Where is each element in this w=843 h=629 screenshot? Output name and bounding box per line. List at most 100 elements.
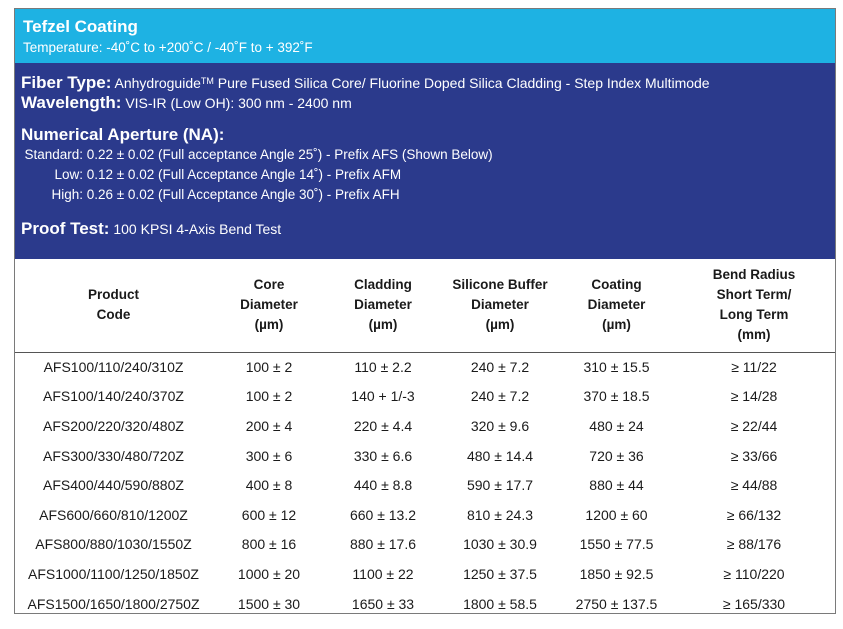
header-coating-diameter-line: Coating xyxy=(591,277,642,293)
cell-core-diameter: 300 ± 6 xyxy=(245,447,293,464)
fiber-specs: Fiber Type: AnhydroguideTM Pure Fused Si… xyxy=(15,63,835,259)
header-product-code: Product Code xyxy=(15,259,212,353)
proof-test-label: Proof Test: xyxy=(21,219,110,238)
fiber-type-label: Fiber Type: xyxy=(21,73,112,92)
cell-buffer-diameter: 1800 ± 58.5 xyxy=(463,595,537,612)
wavelength-label: Wavelength: xyxy=(21,93,122,112)
fiber-spec-table: Product Code Core Diameter (µm) Cladding Diame… xyxy=(15,259,835,618)
cell-core-diameter: 200 ± 4 xyxy=(245,417,293,434)
cell-bend-radius: ≥ 22/44 xyxy=(730,417,778,434)
cell-bend-radius: ≥ 88/176 xyxy=(726,536,782,553)
na-high-value: 0.26 ± 0.02 (Full Acceptance Angle 30˚) … xyxy=(83,187,400,202)
na-standard: Standard: 0.22 ± 0.02 (Full acceptance A… xyxy=(21,145,829,165)
cell-buffer-diameter: 590 ± 17.7 xyxy=(466,477,534,494)
header-cladding-diameter: Cladding Diameter (µm) xyxy=(326,259,440,353)
cell-buffer-diameter: 320 ± 9.6 xyxy=(470,417,530,434)
cell-buffer-diameter: 480 ± 14.4 xyxy=(466,447,534,464)
cell-bend-radius: ≥ 33/66 xyxy=(730,447,778,464)
cell-cladding-diameter: 440 ± 8.8 xyxy=(353,477,413,494)
cell-coating-diameter: 1850 ± 92.5 xyxy=(579,565,654,582)
cell-coating-diameter: 1550 ± 77.5 xyxy=(579,536,654,553)
cell-cladding-diameter: 660 ± 13.2 xyxy=(349,506,417,523)
cell-cladding-diameter: 110 ± 2.2 xyxy=(354,359,412,376)
wavelength-value: VIS-IR (Low OH): 300 nm - 2400 nm xyxy=(121,95,352,111)
wavelength: Wavelength: VIS-IR (Low OH): 300 nm - 24… xyxy=(21,93,829,113)
table-row: AFS800/880/1030/1550Z 800 ± 16 880 ± 17.6 1… xyxy=(15,530,835,560)
cell-product-code: AFS600/660/810/1200Z xyxy=(39,506,188,523)
cell-coating-diameter: 310 ± 15.5 xyxy=(583,359,650,376)
cell-product-code: AFS200/220/320/480Z xyxy=(43,417,184,434)
header-bend-radius-line: Long Term xyxy=(719,307,789,323)
header-coating-diameter-line: Diameter xyxy=(587,297,646,313)
cell-core-diameter: 100 ± 2 xyxy=(245,359,293,376)
table-row: AFS200/220/320/480Z 200 ± 4 220 ± 4.4 320 ±… xyxy=(15,411,835,441)
header-bend-radius-line: (mm) xyxy=(737,327,771,343)
header-buffer-diameter-line: (µm) xyxy=(485,317,515,333)
table-row: AFS400/440/590/880Z 400 ± 8 440 ± 8.8 590 ±… xyxy=(15,470,835,500)
cell-bend-radius: ≥ 165/330 xyxy=(722,595,786,612)
fiber-type-value: Pure Fused Silica Core/ Fluorine Doped S… xyxy=(213,75,710,91)
cell-product-code: AFS1000/1100/1250/1850Z xyxy=(28,565,199,582)
proof-test-value: 100 KPSI 4-Axis Bend Test xyxy=(109,221,282,237)
header-buffer-diameter-line: Silicone Buffer xyxy=(452,277,548,293)
cell-buffer-diameter: 1250 ± 37.5 xyxy=(463,565,537,582)
cell-bend-radius: ≥ 44/88 xyxy=(730,477,778,494)
na-standard-value: 0.22 ± 0.02 (Full acceptance Angle 25˚) … xyxy=(83,147,493,162)
cell-product-code: AFS400/440/590/880Z xyxy=(43,477,184,494)
table-body: AFS100/110/240/310Z 100 ± 2 110 ± 2.2 240 ±… xyxy=(15,352,835,618)
proof-test: Proof Test: 100 KPSI 4-Axis Bend Test xyxy=(21,219,829,239)
trademark-mark: TM xyxy=(200,76,214,86)
cell-core-diameter: 400 ± 8 xyxy=(245,477,293,494)
na-low-value: 0.12 ± 0.02 (Full Acceptance Angle 14˚) … xyxy=(83,167,402,182)
cell-coating-diameter: 2750 ± 137.5 xyxy=(575,595,658,612)
header-bend-radius: Bend Radius Short Term/Long Term (mm) xyxy=(673,259,835,353)
fiber-type-brand: Anhydroguide xyxy=(114,75,201,91)
header-coating-diameter: Coating Diameter (µm) xyxy=(560,259,673,353)
header-product-code-line: Product xyxy=(87,287,139,303)
cell-cladding-diameter: 140 + 1/-3 xyxy=(351,388,415,405)
coating-header: Tefzel Coating Temperature: -40˚C to +20… xyxy=(15,9,835,63)
cell-product-code: AFS300/330/480/720Z xyxy=(43,447,184,464)
table-row: AFS100/140/240/370Z 100 ± 2 140 + 1/-3 240 … xyxy=(15,382,835,412)
cell-cladding-diameter: 880 ± 17.6 xyxy=(349,536,417,553)
cell-cladding-diameter: 220 ± 4.4 xyxy=(353,417,413,434)
table-row: AFS1500/1650/1800/2750Z 1500 ± 30 1650 ± 3… xyxy=(15,589,835,619)
cell-bend-radius: ≥ 110/220 xyxy=(723,565,785,582)
header-core-diameter: Core Diameter (µm) xyxy=(212,259,326,353)
coating-title: Tefzel Coating xyxy=(23,17,138,36)
fiber-type: Fiber Type: AnhydroguideTM Pure Fused Si… xyxy=(21,73,829,93)
header-cladding-diameter-line: Diameter xyxy=(354,297,412,313)
na-low: Low: 0.12 ± 0.02 (Full Acceptance Angle … xyxy=(21,165,829,185)
cell-cladding-diameter: 1100 ± 22 xyxy=(352,565,414,582)
table-row: AFS300/330/480/720Z 300 ± 6 330 ± 6.6 480 ±… xyxy=(15,441,835,471)
table-row: AFS100/110/240/310Z 100 ± 2 110 ± 2.2 240 ±… xyxy=(15,352,835,382)
header-core-diameter-line: Core xyxy=(253,277,285,293)
temperature-range: Temperature: -40˚C to +200˚C / -40˚F to … xyxy=(23,40,313,55)
cell-coating-diameter: 1200 ± 60 xyxy=(585,506,648,523)
header-bend-radius-line: Short Term/ xyxy=(716,287,792,303)
na-high: High: 0.26 ± 0.02 (Full Acceptance Angle… xyxy=(21,185,829,205)
cell-coating-diameter: 880 ± 44 xyxy=(589,477,644,494)
header-core-diameter-line: Diameter xyxy=(240,297,298,313)
header-coating-diameter-line: (µm) xyxy=(602,317,631,333)
cell-buffer-diameter: 240 ± 7.2 xyxy=(470,388,530,405)
header-product-code-line: Code xyxy=(96,307,131,323)
header-buffer-diameter: Silicone Buffer Diameter (µm) xyxy=(440,259,560,353)
cell-core-diameter: 800 ± 16 xyxy=(241,536,297,553)
cell-core-diameter: 100 ± 2 xyxy=(245,388,293,405)
na-title: Numerical Aperture (NA): xyxy=(21,125,225,144)
cell-product-code: AFS800/880/1030/1550Z xyxy=(35,536,192,553)
cell-bend-radius: ≥ 66/132 xyxy=(726,506,782,523)
cell-core-diameter: 600 ± 12 xyxy=(241,506,297,523)
header-cladding-diameter-line: Cladding xyxy=(354,277,412,293)
table-header-row: Product Code Core Diameter (µm) Cladding Diame… xyxy=(15,259,835,353)
cell-bend-radius: ≥ 11/22 xyxy=(731,359,777,376)
header-core-diameter-line: (µm) xyxy=(254,317,284,333)
cell-buffer-diameter: 240 ± 7.2 xyxy=(470,359,530,376)
cell-buffer-diameter: 810 ± 24.3 xyxy=(466,506,534,523)
cell-product-code: AFS100/110/240/310Z xyxy=(43,359,184,376)
spec-sheet: Tefzel Coating Temperature: -40˚C to +20… xyxy=(14,8,836,614)
cell-cladding-diameter: 330 ± 6.6 xyxy=(353,447,413,464)
cell-product-code: AFS1500/1650/1800/2750Z xyxy=(27,595,200,612)
cell-coating-diameter: 720 ± 36 xyxy=(589,447,644,464)
